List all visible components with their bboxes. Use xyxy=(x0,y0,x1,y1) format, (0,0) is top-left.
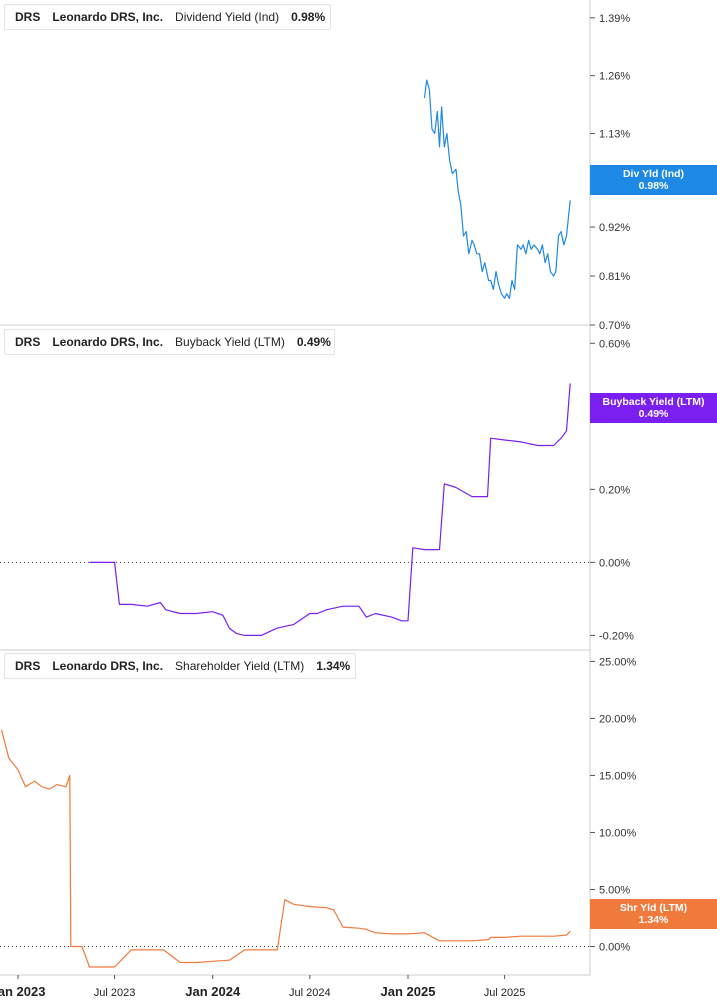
legend-metric: Shareholder Yield (LTM) xyxy=(175,659,305,673)
legend-metric: Buyback Yield (LTM) xyxy=(175,335,285,349)
x-tick-label: Jan 2023 xyxy=(0,984,45,999)
legend-dividend[interactable]: DRS Leonardo DRS, Inc. Dividend Yield (I… xyxy=(4,4,331,30)
y-axis-ticks: 1.39%1.26%1.13%0.92%0.81%0.70%0.60%0.40%… xyxy=(590,13,637,953)
legend-ticker: DRS xyxy=(15,10,41,24)
y-tick-label: 0.70% xyxy=(599,320,630,332)
legend-ticker: DRS xyxy=(15,659,41,673)
x-tick-label: Jul 2023 xyxy=(94,987,136,999)
value-tag-label: Shr Yld (LTM) xyxy=(619,902,688,914)
legend-company: Leonardo DRS, Inc. xyxy=(52,10,164,24)
y-tick-label: 0.20% xyxy=(599,484,630,496)
y-tick-label: 0.60% xyxy=(599,338,630,350)
value-tag-label: Div Yld (Ind) xyxy=(622,168,685,180)
series-line-buyback xyxy=(89,383,571,637)
y-tick-label: 10.00% xyxy=(599,827,637,839)
legend-company: Leonardo DRS, Inc. xyxy=(52,659,164,673)
y-tick-label: -0.20% xyxy=(599,630,634,642)
y-tick-label: 5.00% xyxy=(599,884,630,896)
y-tick-label: 25.00% xyxy=(599,656,637,668)
legend-shareholder[interactable]: DRS Leonardo DRS, Inc. Shareholder Yield… xyxy=(4,653,356,679)
panel-dividers xyxy=(0,0,591,976)
series-line-shareholder xyxy=(0,729,571,968)
legend-buyback[interactable]: DRS Leonardo DRS, Inc. Buyback Yield (LT… xyxy=(4,329,335,355)
x-tick-label: Jan 2024 xyxy=(185,984,241,999)
value-tag-dividend: Div Yld (Ind) 0.98% xyxy=(590,165,717,195)
x-tick-label: Jan 2025 xyxy=(381,984,436,999)
legend-value: 1.34% xyxy=(316,659,351,673)
value-tag-value: 0.49% xyxy=(638,408,669,420)
y-tick-label: 1.39% xyxy=(599,13,630,25)
y-tick-label: 0.00% xyxy=(599,557,630,569)
x-axis-labels: Jan 2023 Jul 2023 Jan 2024 Jul 2024 Jan 2025… xyxy=(0,975,525,999)
x-tick-label: Jul 2025 xyxy=(484,987,526,999)
y-tick-label: 0.00% xyxy=(599,941,630,953)
y-tick-label: 0.92% xyxy=(599,222,630,234)
y-tick-label: 20.00% xyxy=(599,713,637,725)
legend-company: Leonardo DRS, Inc. xyxy=(52,335,164,349)
legend-ticker: DRS xyxy=(15,335,41,349)
series-lines xyxy=(0,79,571,968)
y-tick-label: 1.13% xyxy=(599,129,630,141)
x-tick-label: Jul 2024 xyxy=(289,987,331,999)
value-tag-buyback: Buyback Yield (LTM) 0.49% xyxy=(590,393,717,423)
legend-value: 0.98% xyxy=(291,10,326,24)
y-tick-label: 15.00% xyxy=(599,770,637,782)
series-line-dividend xyxy=(423,79,571,299)
y-tick-label: 1.26% xyxy=(599,71,630,83)
y-tick-label: 0.81% xyxy=(599,271,630,283)
value-tag-value: 1.34% xyxy=(638,914,669,926)
legend-metric: Dividend Yield (Ind) xyxy=(175,10,280,24)
value-tag-label: Buyback Yield (LTM) xyxy=(602,396,705,408)
legend-value: 0.49% xyxy=(296,335,331,349)
value-tag-value: 0.98% xyxy=(638,180,669,192)
value-tag-shareholder: Shr Yld (LTM) 1.34% xyxy=(590,899,717,929)
